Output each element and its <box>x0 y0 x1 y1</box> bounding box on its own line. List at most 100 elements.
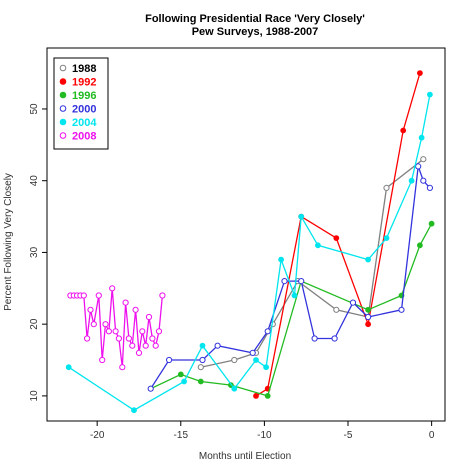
data-point <box>400 127 407 134</box>
data-point <box>109 285 116 292</box>
x-tick-label: -10 <box>257 430 272 441</box>
series-2004 <box>65 91 433 414</box>
data-point <box>142 342 149 349</box>
data-point <box>383 235 390 242</box>
series-line-1992 <box>255 72 421 397</box>
data-point <box>135 349 143 356</box>
data-point <box>263 364 270 371</box>
data-point <box>417 70 423 76</box>
y-tick-label: 30 <box>29 246 40 258</box>
data-point <box>278 256 285 263</box>
series-layer <box>65 70 435 414</box>
data-point <box>415 163 422 170</box>
data-point <box>197 364 204 371</box>
data-point <box>102 321 109 328</box>
data-point <box>420 156 427 163</box>
legend-label-2008: 2008 <box>72 131 96 143</box>
legend-marker-2008 <box>59 132 67 139</box>
data-point <box>333 235 340 242</box>
legend-marker-1996 <box>59 91 67 99</box>
y-tick-label: 10 <box>29 390 40 402</box>
data-point <box>264 328 271 335</box>
x-tick-label: -5 <box>344 430 353 441</box>
series-line-2008 <box>70 288 164 368</box>
legend-label-1992: 1992 <box>72 77 96 89</box>
data-point <box>428 220 435 227</box>
data-point <box>159 292 166 299</box>
legend-label-1996: 1996 <box>72 90 96 102</box>
data-point <box>139 328 146 335</box>
data-point <box>333 306 340 313</box>
data-point <box>105 328 113 335</box>
x-tick-label: 0 <box>429 430 435 441</box>
data-point <box>214 342 221 349</box>
axes-layer: -20 -15 -10 -5 0 10 20 30 40 50 <box>29 103 435 441</box>
data-point <box>95 292 102 299</box>
data-point <box>315 242 321 249</box>
data-point <box>177 371 184 378</box>
data-point <box>125 335 132 342</box>
data-point <box>147 385 154 392</box>
data-point <box>331 335 338 342</box>
data-point <box>417 242 423 249</box>
data-point <box>365 306 372 313</box>
legend-marker-2000 <box>59 105 67 112</box>
legend-marker-1992 <box>59 78 67 85</box>
data-point <box>122 299 129 306</box>
data-point <box>365 313 372 321</box>
legend-label-2000: 2000 <box>72 104 96 116</box>
series-2000 <box>147 163 433 392</box>
data-point <box>132 306 139 313</box>
series-line-2000 <box>150 166 431 390</box>
data-point <box>84 335 91 342</box>
data-point <box>291 292 298 299</box>
data-point <box>87 306 94 313</box>
data-point <box>145 313 153 321</box>
y-axis-label: Percent Following Very Closely <box>3 173 14 311</box>
data-point <box>131 407 137 414</box>
data-point <box>129 342 136 349</box>
chart-subtitle: Pew Surveys, 1988-2007 <box>192 26 319 38</box>
series-2008 <box>67 285 166 371</box>
data-point <box>119 364 126 371</box>
plot-frame <box>46 47 446 422</box>
data-point <box>253 357 259 363</box>
data-point <box>311 335 318 342</box>
legend-marker-1988 <box>59 64 67 72</box>
data-point <box>231 356 238 364</box>
data-point <box>112 328 119 335</box>
data-point <box>181 378 188 385</box>
data-point <box>90 321 97 328</box>
legend-label-2004: 2004 <box>72 117 97 129</box>
data-point <box>149 335 156 342</box>
data-point <box>199 356 206 364</box>
data-point <box>231 385 238 392</box>
data-point <box>427 91 433 98</box>
series-1992 <box>253 70 423 399</box>
x-tick-label: -20 <box>90 430 105 441</box>
data-point <box>420 177 427 184</box>
data-point <box>65 364 72 371</box>
data-point <box>99 356 106 364</box>
data-point <box>408 177 415 184</box>
data-point <box>152 342 159 349</box>
data-point <box>426 184 433 191</box>
y-tick-label: 50 <box>29 103 40 115</box>
legend-label-1988: 1988 <box>72 63 96 75</box>
x-axis-label: Months until Election <box>199 451 291 462</box>
y-tick-label: 20 <box>29 318 40 330</box>
y-tick-label: 40 <box>29 175 40 187</box>
data-point <box>264 393 271 399</box>
data-point <box>298 278 305 285</box>
data-point <box>418 134 425 141</box>
data-point <box>365 321 372 328</box>
series-line-1988 <box>200 158 424 368</box>
data-point <box>155 328 163 335</box>
series-1996 <box>147 220 435 399</box>
data-point <box>253 393 259 399</box>
data-point <box>249 349 256 356</box>
series-line-1996 <box>150 223 433 397</box>
